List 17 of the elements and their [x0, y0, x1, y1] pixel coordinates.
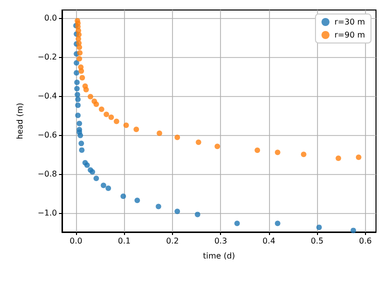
legend-label: r=90 m [334, 30, 366, 40]
x-tick-label: 0.1 [118, 236, 131, 246]
y-tick-label: −0.6 [38, 130, 57, 140]
y-tick-label: −0.2 [38, 52, 57, 62]
x-tick-label: 0.0 [70, 236, 82, 246]
y-tick-label: −1.0 [38, 208, 57, 218]
x-axis-title: time (d) [203, 252, 235, 260]
x-tick-label: 0.6 [359, 236, 372, 246]
y-tick-label: −0.8 [38, 170, 57, 179]
y-tick-label: 0.0 [44, 14, 57, 22]
y-tick-label: −0.4 [38, 92, 57, 101]
legend-label: r=30 m [334, 18, 366, 26]
y-axis-title: head (m) [16, 102, 24, 140]
x-tick-label: 0.4 [262, 236, 276, 246]
x-tick-label: 0.2 [166, 236, 179, 246]
x-tick-label: 0.5 [310, 236, 324, 246]
x-tick-label: 0.3 [214, 236, 228, 246]
